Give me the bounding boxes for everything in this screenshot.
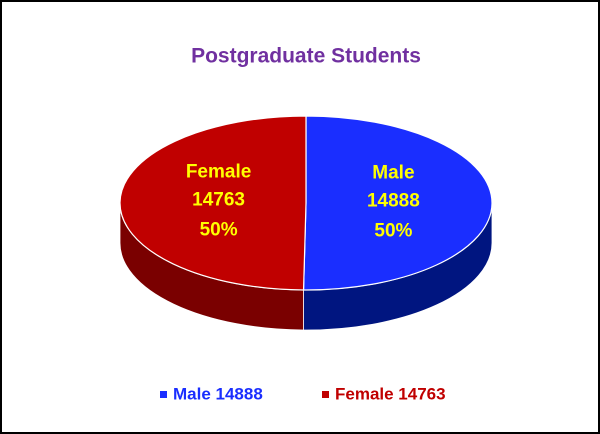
data-label: 50%: [374, 220, 412, 241]
data-label: Female: [186, 162, 251, 183]
legend-label: Male 14888: [173, 384, 263, 403]
data-label: 14888: [367, 190, 420, 211]
data-label: 14763: [192, 190, 245, 211]
slice: [302, 115, 493, 291]
data-label: Male: [372, 162, 414, 183]
legend-swatch: [160, 391, 167, 398]
legend-label: Female 14763: [335, 384, 446, 403]
slice: [119, 115, 307, 291]
legend-swatch: [322, 391, 329, 398]
chart-title: Postgraduate Students: [191, 45, 421, 68]
data-label: 50%: [200, 220, 238, 241]
